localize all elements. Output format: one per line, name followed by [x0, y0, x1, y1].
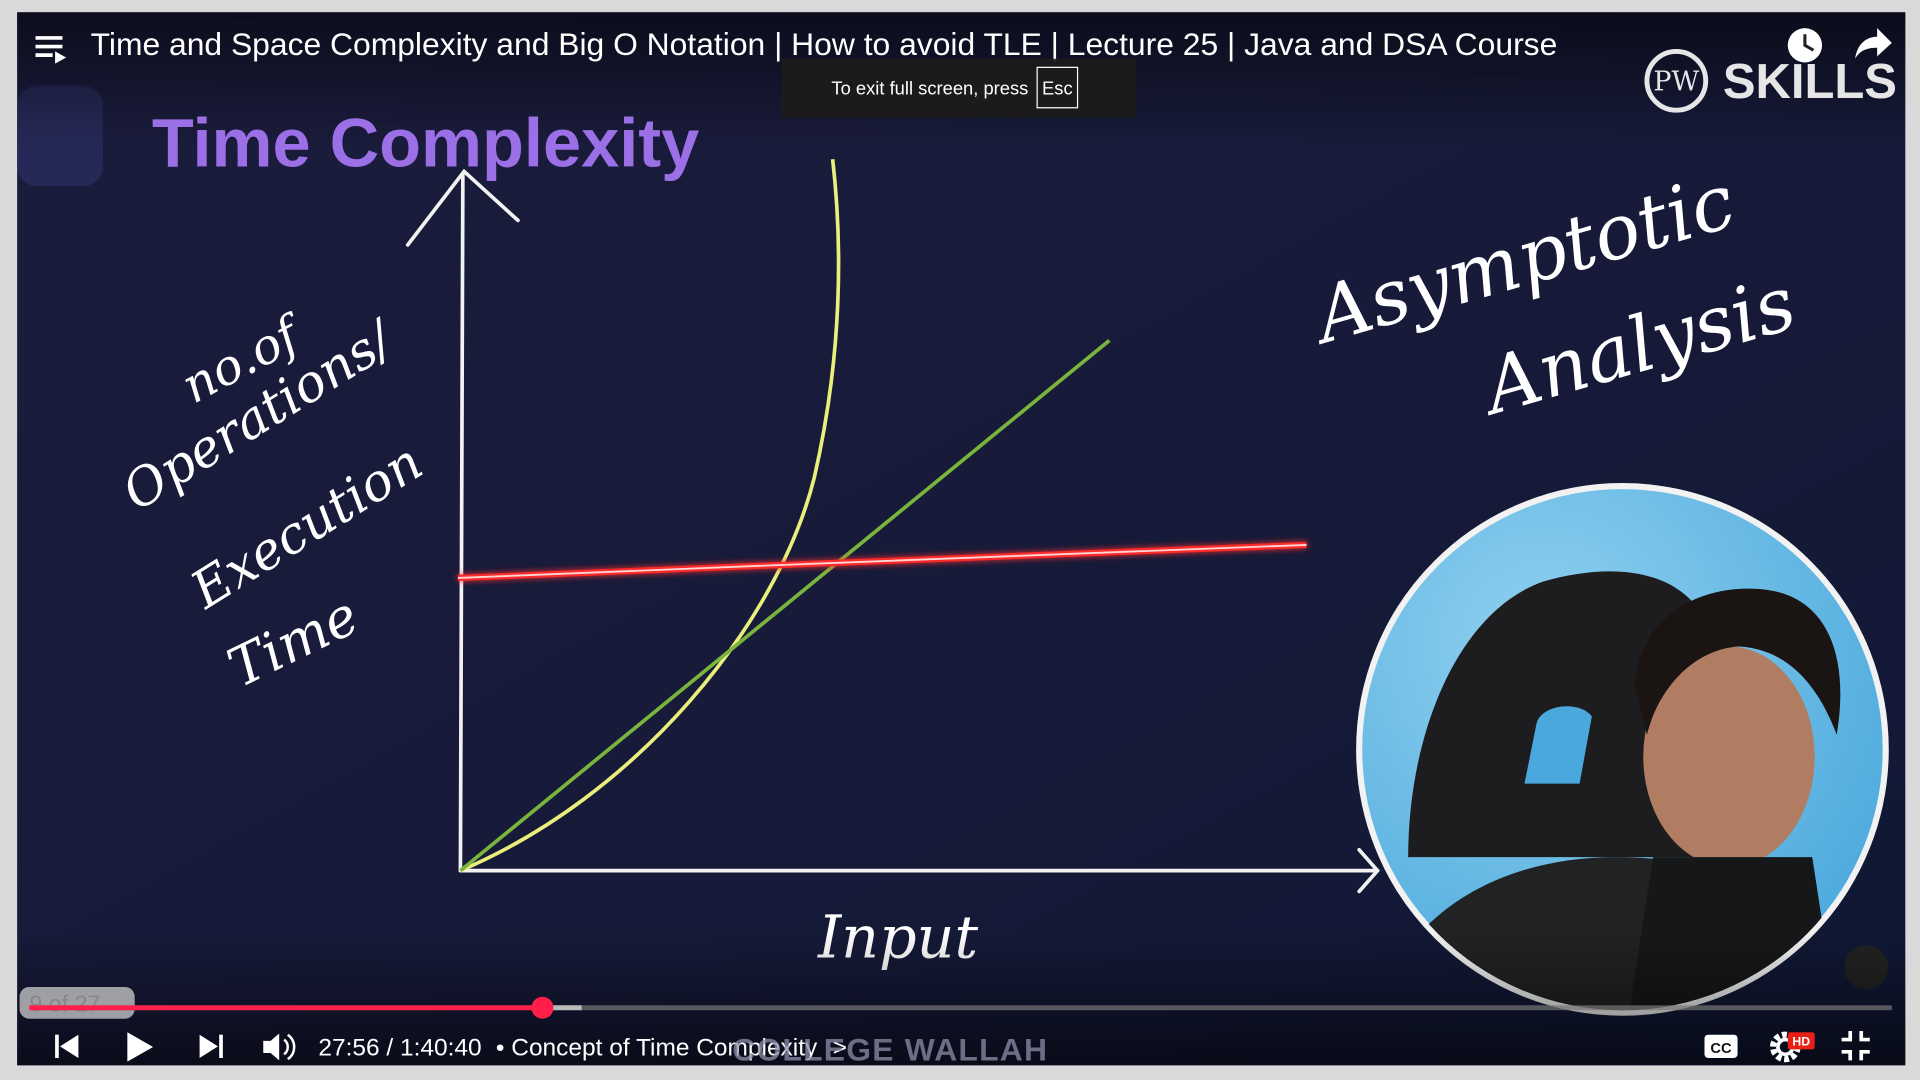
exit-fullscreen-button[interactable]	[1841, 1031, 1870, 1061]
watch-later-button[interactable]	[1787, 28, 1823, 63]
constant-curve-core	[457, 543, 1307, 579]
brand-monogram: PW	[1653, 67, 1699, 98]
next-button[interactable]	[199, 1034, 223, 1058]
axes	[405, 168, 1381, 894]
captions-button[interactable]	[1704, 1034, 1738, 1058]
chapter-title[interactable]: • Concept of Time Complexity	[496, 1035, 818, 1062]
brand-name: SKILLS	[1723, 55, 1897, 109]
video-title[interactable]: Time and Space Complexity and Big O Nota…	[91, 26, 1558, 62]
toast-text: To exit full screen, press	[831, 77, 1028, 98]
chapter-count: 9 of 27	[29, 990, 100, 1016]
share-button[interactable]	[1855, 28, 1892, 59]
progress-buffer	[542, 1005, 582, 1011]
progress-track[interactable]	[29, 1005, 1892, 1011]
quality-badge	[1787, 1032, 1815, 1050]
time-display: 27:56 / 1:40:40	[318, 1035, 481, 1062]
brand-ring	[1644, 48, 1709, 113]
progress-played	[29, 1005, 543, 1011]
linear-curve	[459, 338, 1111, 873]
exponential-curve	[459, 158, 841, 873]
quality-label: HD	[1792, 1035, 1810, 1049]
chapter-count-pill	[19, 986, 135, 1019]
volume-button[interactable]	[263, 1033, 296, 1061]
esc-key: Esc	[1042, 77, 1073, 98]
watermark: COLLEGE WALLAH	[732, 1031, 1048, 1067]
slide-heading: Time Complexity	[152, 105, 699, 182]
bottom-shade	[17, 930, 1906, 1066]
previous-button[interactable]	[55, 1034, 79, 1058]
playlist-button[interactable]	[35, 36, 67, 64]
play-button[interactable]	[127, 1032, 154, 1062]
esc-key-box	[1036, 66, 1079, 109]
captions-label: CC	[1710, 1041, 1732, 1057]
progress-handle[interactable]	[531, 996, 554, 1019]
chapter-chevron[interactable]: >	[833, 1035, 847, 1062]
